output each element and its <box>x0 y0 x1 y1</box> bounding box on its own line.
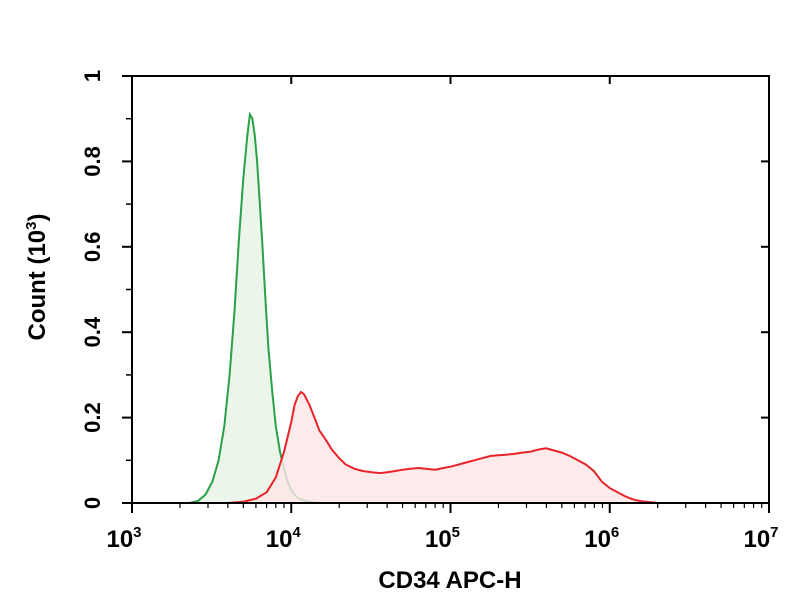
x-tick-label: 105 <box>425 524 460 553</box>
x-axis-title: CD34 APC-H <box>378 567 521 594</box>
y-axis-title-close: ) <box>24 213 51 221</box>
x-tick-label: 103 <box>106 524 141 553</box>
y-axis-title-base: Count (10 <box>24 230 51 341</box>
y-tick-label: 0.4 <box>80 316 105 347</box>
series-layer <box>189 111 658 504</box>
y-axis-title: Count (103) <box>23 213 51 340</box>
x-tick-label: 106 <box>584 524 619 553</box>
axis-layer: 0 0.2 0.4 0.6 0.8 1 103 104 105 106 107 <box>80 70 779 553</box>
series-2-area <box>227 392 658 503</box>
y-axis-title-exp: 3 <box>23 221 40 229</box>
y-tick-label: 0.6 <box>80 232 105 263</box>
x-tick-label: 104 <box>266 524 302 553</box>
y-tick-label: 0 <box>80 497 105 509</box>
y-tick-label: 0.8 <box>80 146 105 177</box>
x-tick-label: 107 <box>743 524 778 553</box>
y-tick-label: 0.2 <box>80 402 105 433</box>
series-1-area <box>189 114 320 504</box>
series-2-line <box>227 390 658 504</box>
y-tick-label: 1 <box>80 70 105 82</box>
